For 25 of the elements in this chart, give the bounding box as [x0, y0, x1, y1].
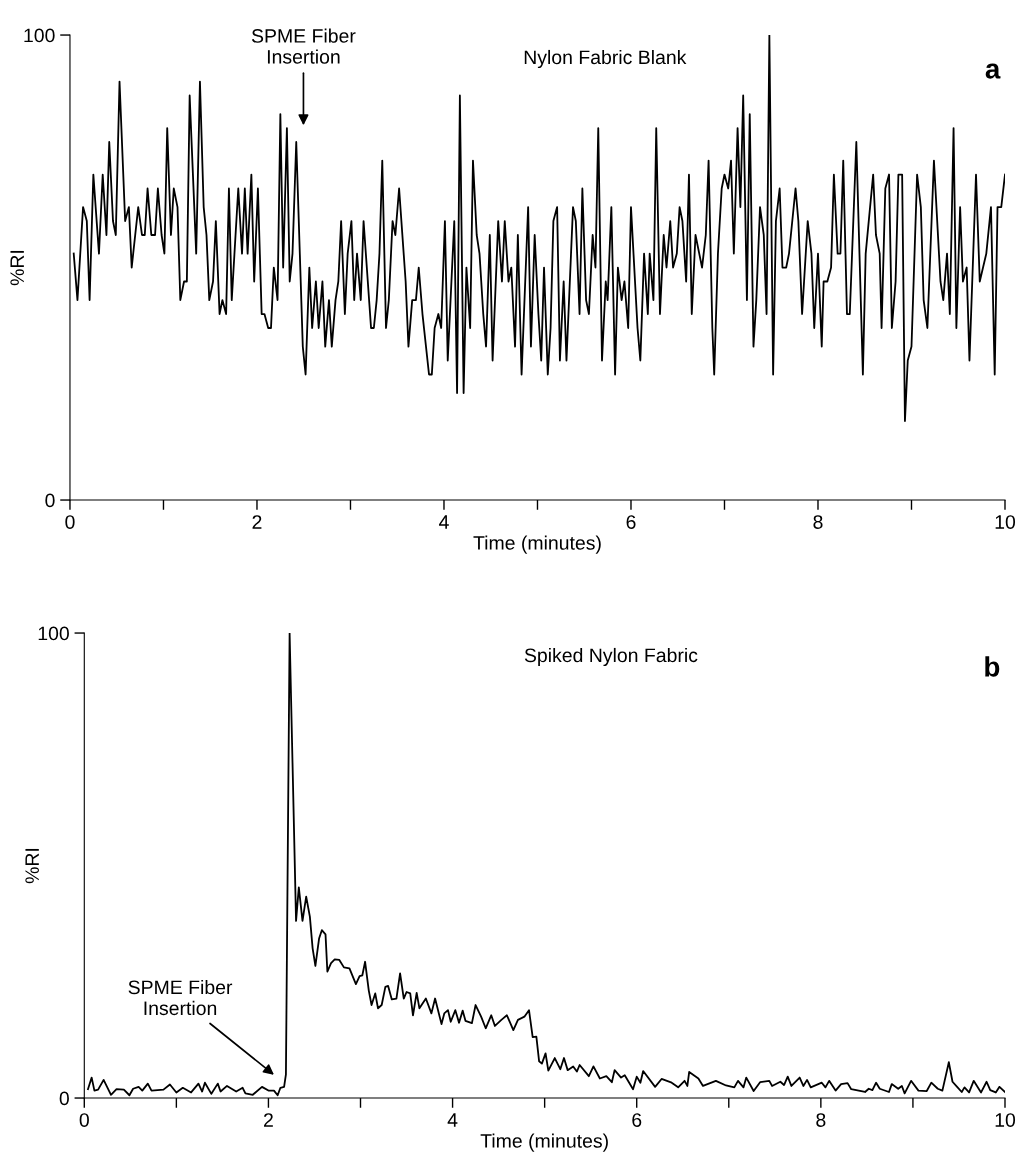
- y-tick-label: 100: [38, 626, 69, 641]
- y-tick-label: 100: [24, 28, 55, 43]
- x-tick-label: 8: [813, 515, 823, 529]
- annotation: Nylon Fabric Blank: [524, 49, 687, 69]
- x-tick-label: 0: [79, 1113, 89, 1127]
- x-tick-label: 10: [995, 515, 1016, 529]
- y-axis-title: %RI: [10, 250, 24, 286]
- x-tick-label: 8: [816, 1113, 826, 1127]
- x-axis-title: Time (minutes): [473, 535, 601, 554]
- annotation: a: [985, 63, 1001, 79]
- x-tick-label: 6: [626, 515, 636, 529]
- annotation: SPME Fiber Insertion: [251, 28, 356, 64]
- x-tick-label: 4: [439, 515, 449, 529]
- x-axis-title: Time (minutes): [480, 1133, 608, 1152]
- line-series: [87, 633, 1005, 1097]
- x-tick-label: 4: [447, 1113, 458, 1127]
- x-tick-label: 6: [632, 1113, 642, 1127]
- x-tick-label: 2: [252, 515, 262, 529]
- y-axis-title: %RI: [25, 848, 39, 884]
- annotation: SPME Fiber Insertion: [128, 979, 233, 1016]
- x-tick-label: 10: [995, 1113, 1016, 1127]
- x-tick-label: 2: [264, 1113, 273, 1127]
- y-tick-label: 0: [45, 493, 55, 508]
- annotation: Spiked Nylon Fabric: [524, 647, 698, 667]
- annotation: b: [985, 656, 1000, 677]
